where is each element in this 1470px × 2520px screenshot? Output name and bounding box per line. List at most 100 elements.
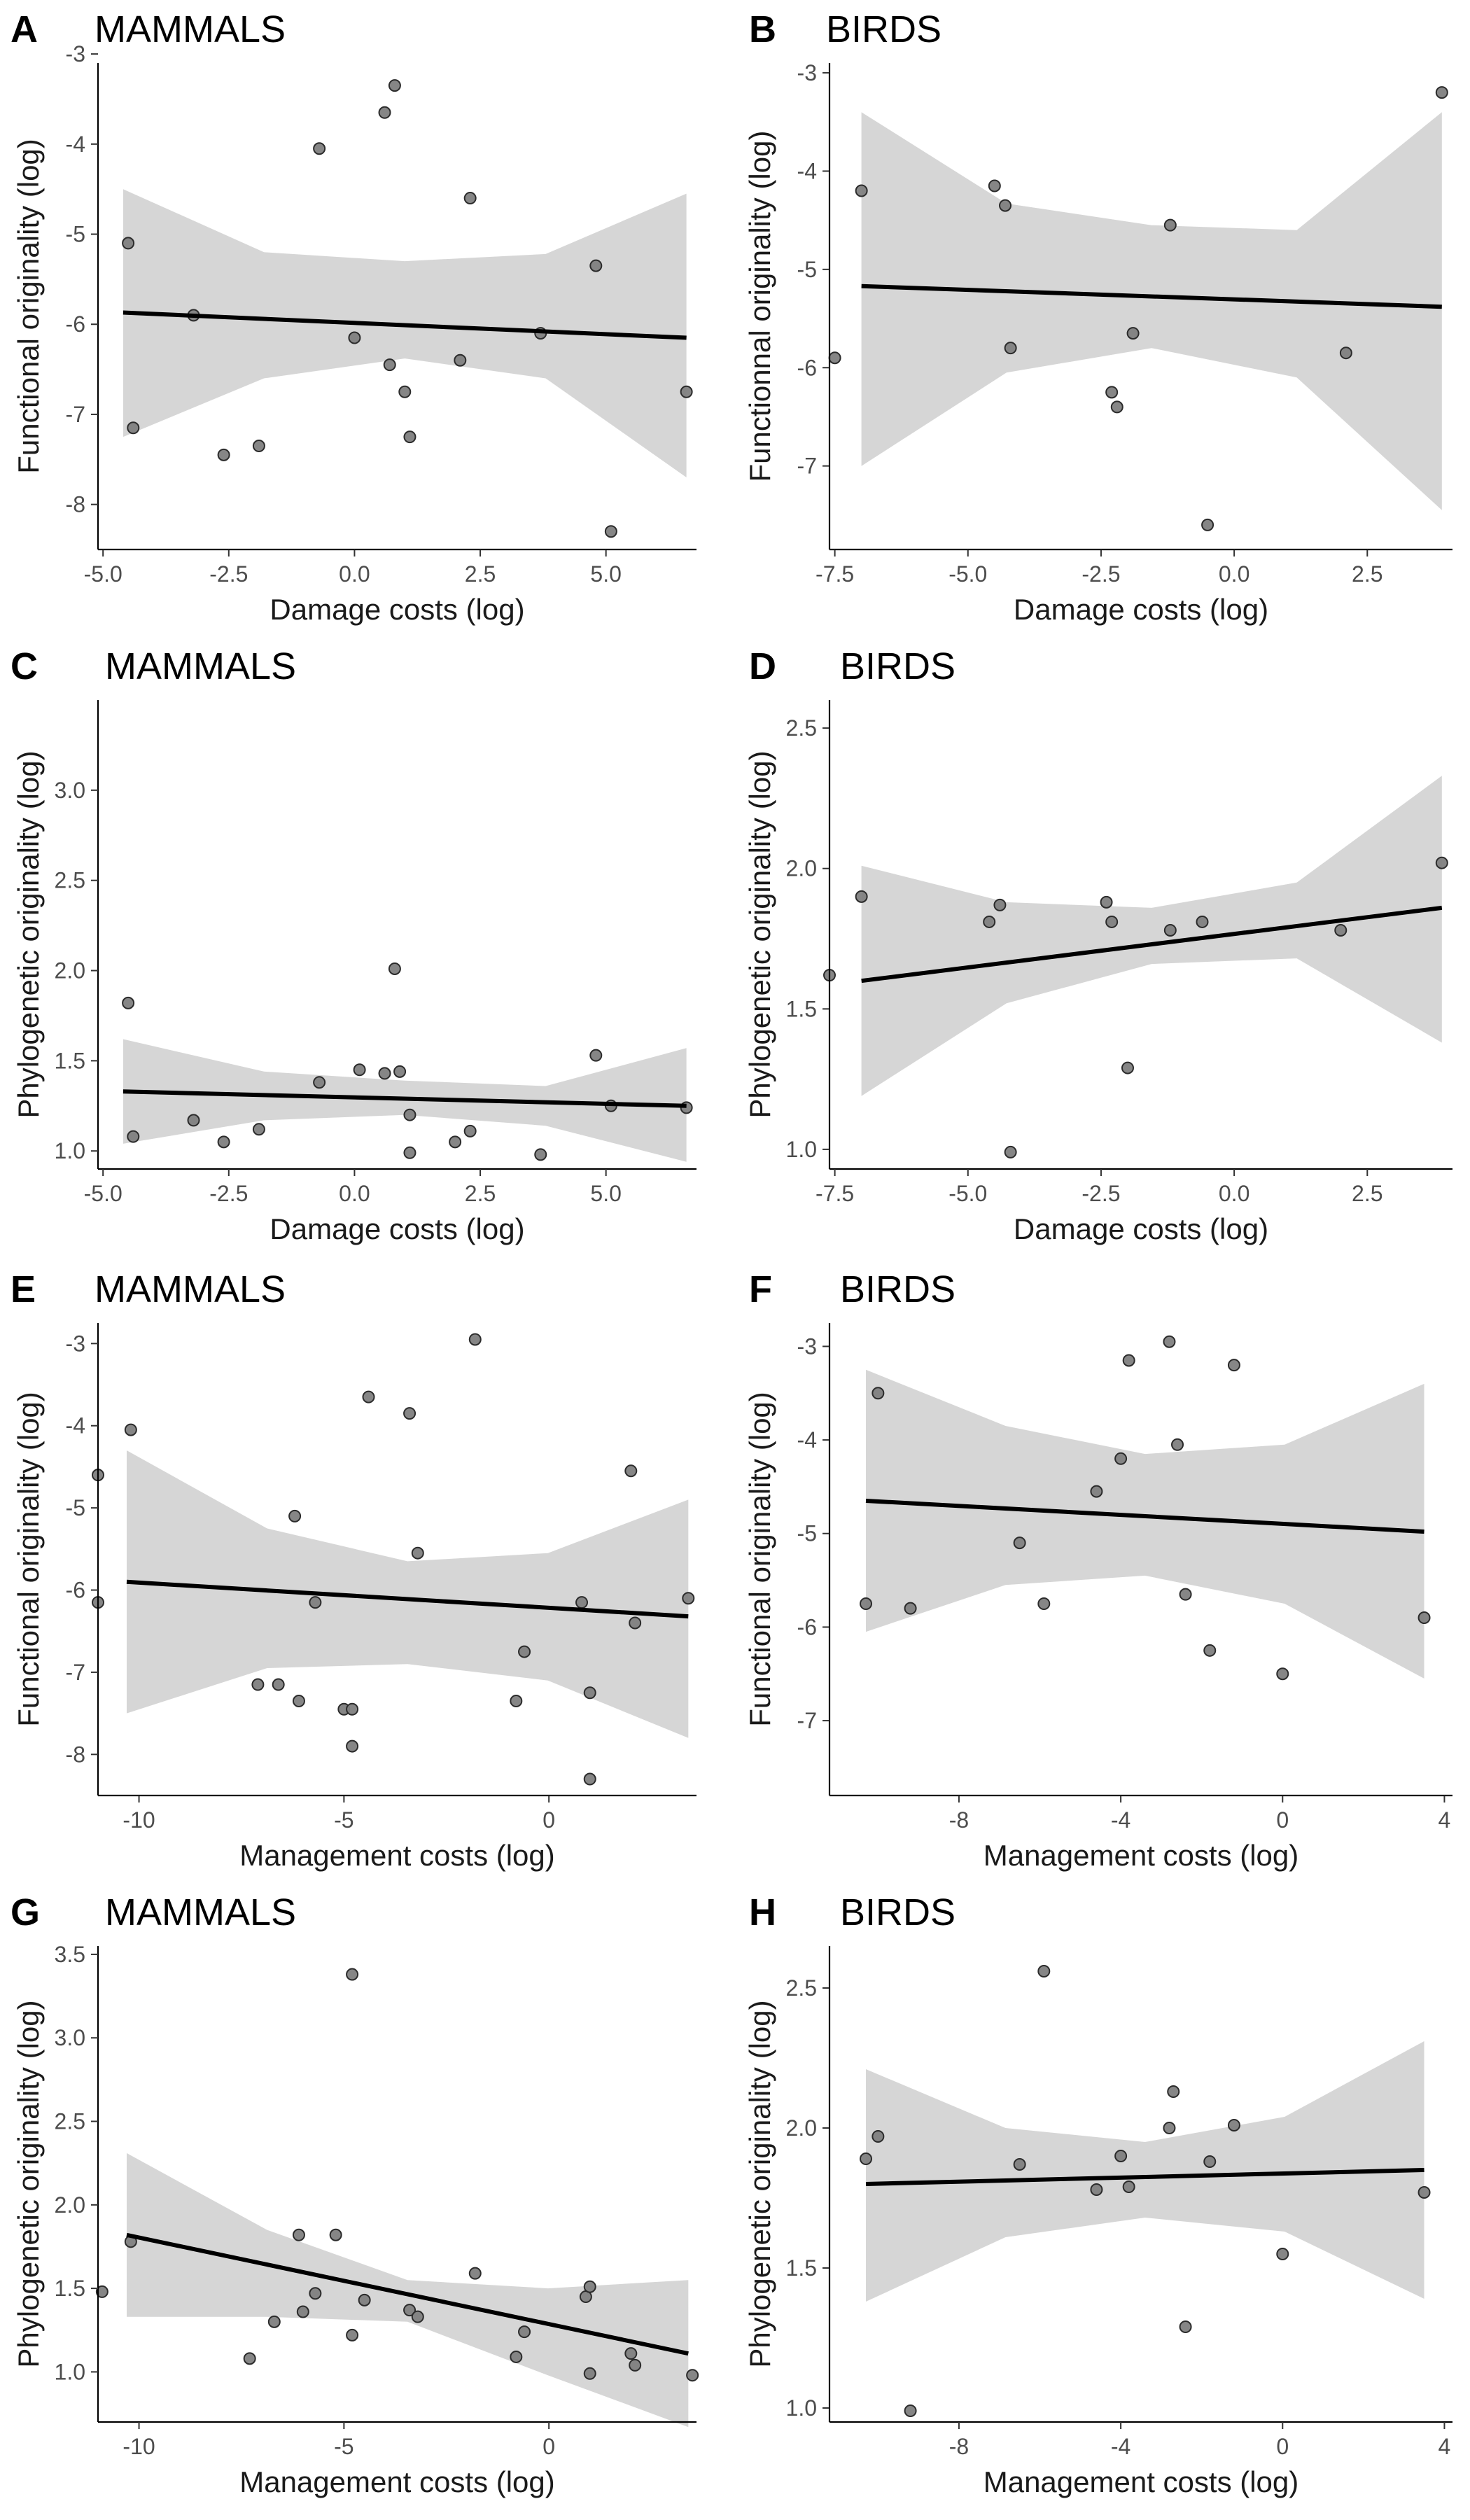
data-point [411, 2310, 424, 2323]
y-tick-label: -5 [797, 257, 817, 282]
data-point [583, 2367, 596, 2380]
data-point [411, 1546, 424, 1560]
panel-title: MAMMALS [94, 1268, 286, 1310]
data-point [1167, 2085, 1180, 2098]
data-point [1171, 1438, 1184, 1451]
x-tick-label: -2.5 [1082, 1181, 1120, 1206]
y-axis-label: Functional originality (log) [743, 1392, 776, 1727]
panel-title: BIRDS [840, 645, 955, 687]
x-tick-label: 0 [542, 1807, 555, 1833]
data-point [127, 1130, 140, 1143]
y-tick-label: 1.0 [55, 2359, 85, 2384]
data-point [1126, 327, 1140, 340]
panel-letter: H [749, 1891, 776, 1933]
panel-letter: B [749, 8, 776, 50]
x-tick-label: 0 [542, 2434, 555, 2459]
data-point [309, 2287, 322, 2300]
data-point [95, 2285, 108, 2298]
data-point [267, 2315, 281, 2328]
data-point [383, 358, 396, 372]
y-tick-label: -5 [66, 1495, 85, 1520]
y-tick-label: -6 [797, 1614, 817, 1639]
data-point [449, 1135, 462, 1149]
x-tick-label: -5.0 [948, 561, 987, 587]
data-point [292, 2228, 305, 2241]
panel-letter: G [10, 1891, 40, 1933]
data-point [534, 1148, 547, 1161]
panel-letter: D [749, 645, 776, 687]
y-tick-label: -8 [66, 1742, 85, 1767]
panel-title: BIRDS [826, 8, 941, 50]
x-tick-label: 0.0 [339, 561, 370, 587]
data-point [604, 525, 617, 538]
data-point [329, 2228, 342, 2241]
data-point [993, 898, 1007, 911]
data-point [1163, 1335, 1176, 1348]
data-point [1114, 2150, 1128, 2162]
panel-h: -8 -4 0 4 1.0 1.5 2.0 2.5 Management costs (log)… [743, 1891, 1452, 2498]
y-tick-label: -4 [797, 158, 817, 183]
data-point [1276, 1667, 1289, 1681]
panel-f: -8 -4 0 4 -7 -6 -5 -4 -3 Management costs (log) Fu… [743, 1268, 1452, 1872]
data-point [583, 2280, 596, 2293]
data-point [348, 331, 361, 344]
data-point [362, 1390, 375, 1404]
x-axis-label: Damage costs (log) [1014, 1212, 1268, 1245]
panel-letter: E [10, 1268, 36, 1310]
panel-letter: C [10, 645, 38, 687]
x-tick-label: 5.0 [590, 561, 621, 587]
x-tick-label: -8 [949, 1807, 969, 1833]
data-point [463, 192, 477, 205]
x-axis-label: Management costs (log) [239, 1839, 555, 1872]
data-point [127, 421, 140, 435]
data-point [510, 2350, 523, 2363]
y-tick-label: 2.0 [55, 958, 85, 983]
data-point [518, 1645, 531, 1658]
x-tick-label: 0.0 [1219, 561, 1250, 587]
data-point [217, 1135, 230, 1149]
data-point [393, 1065, 407, 1078]
panel-title: MAMMALS [94, 8, 286, 50]
y-tick-label: 1.5 [786, 2255, 817, 2281]
y-tick-label: 1.0 [786, 2395, 817, 2421]
y-axis-label: Functionnal originality (log) [743, 131, 776, 482]
data-point [1227, 1359, 1240, 1372]
data-point [1435, 856, 1448, 869]
data-point [1013, 1536, 1026, 1550]
data-point [872, 2130, 885, 2143]
data-point [388, 962, 401, 975]
y-tick-label: 2.5 [55, 868, 85, 893]
data-point [296, 2305, 309, 2318]
data-point [1435, 86, 1448, 99]
x-tick-label: -10 [122, 1807, 155, 1833]
data-point [398, 385, 412, 398]
data-point [1013, 2158, 1026, 2171]
x-tick-label: -5 [334, 2434, 354, 2459]
data-point [122, 996, 135, 1009]
data-point [243, 2352, 256, 2365]
y-tick-label: 1.5 [55, 1048, 85, 1073]
x-axis-label: Management costs (log) [239, 2465, 555, 2498]
data-point [272, 1678, 285, 1691]
data-point [122, 237, 135, 250]
y-tick-label: -6 [66, 1578, 85, 1603]
data-point [1004, 1145, 1017, 1158]
regression-line [122, 1089, 687, 1108]
y-tick-label: 2.0 [786, 856, 817, 881]
x-axis-label: Management costs (log) [983, 1839, 1299, 1872]
y-tick-label: 2.5 [55, 2109, 85, 2134]
data-point [1418, 2186, 1431, 2199]
confidence-band [866, 1369, 1424, 1679]
y-tick-label: 3.0 [55, 778, 85, 803]
data-point [124, 1423, 137, 1436]
regression-line [122, 310, 687, 340]
data-point [518, 2325, 531, 2339]
data-point [388, 79, 401, 92]
data-point [313, 1076, 326, 1089]
confidence-band [861, 776, 1442, 1096]
data-point [1203, 1644, 1217, 1657]
x-axis-label: Management costs (log) [983, 2465, 1299, 2498]
data-point [1163, 2122, 1176, 2134]
data-point [510, 1695, 523, 1707]
data-point [1163, 218, 1177, 232]
